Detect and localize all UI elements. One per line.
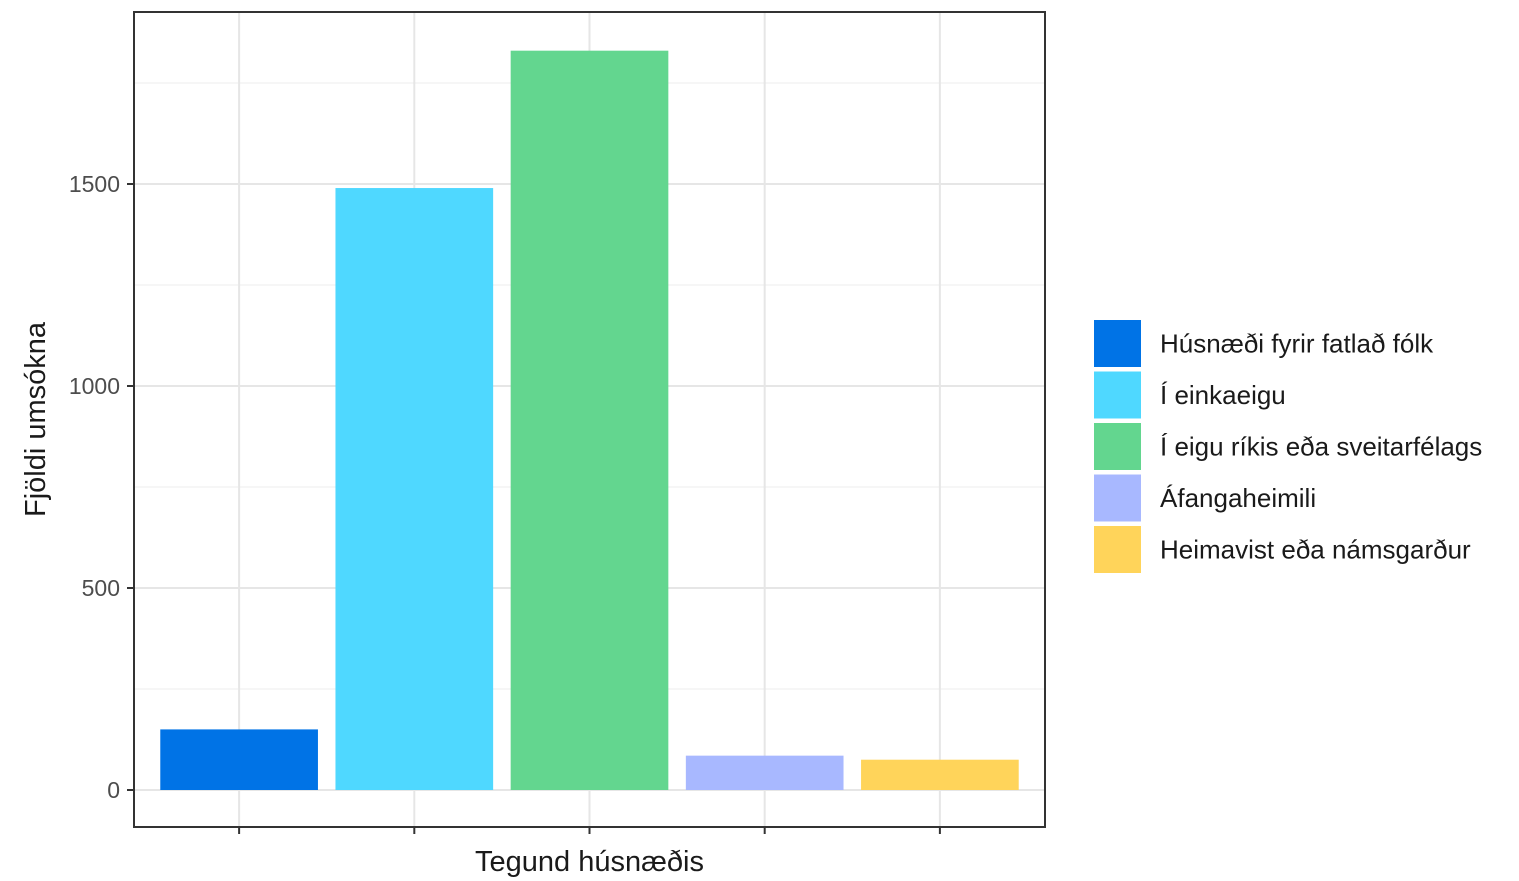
legend-key xyxy=(1094,474,1141,522)
legend-label: Áfangaheimili xyxy=(1160,483,1316,513)
y-tick-label: 1000 xyxy=(69,373,120,399)
legend-label: Í eigu ríkis eða sveitarfélags xyxy=(1160,432,1482,462)
legend-key xyxy=(1094,371,1141,419)
y-tick-label: 0 xyxy=(107,777,120,803)
bar xyxy=(685,755,844,790)
bar xyxy=(335,188,494,791)
y-tick-label: 1500 xyxy=(69,171,120,197)
y-axis-title: Fjöldi umsókna xyxy=(20,321,52,517)
bar xyxy=(861,759,1019,790)
legend-key xyxy=(1094,423,1141,470)
legend: Húsnæði fyrir fatlað fólk Í einkaeigu Í ei… xyxy=(1094,320,1482,573)
y-tick-label: 500 xyxy=(82,575,120,601)
legend-label: Heimavist eða námsgarður xyxy=(1160,535,1471,565)
axis-ticks xyxy=(127,183,941,834)
legend-key xyxy=(1094,526,1141,573)
legend-label: Húsnæði fyrir fatlað fólk xyxy=(1160,329,1434,359)
bars xyxy=(160,50,1019,791)
legend-label: Í einkaeigu xyxy=(1160,380,1286,410)
y-tick-labels: 0 500 1000 1500 xyxy=(69,171,120,803)
legend-key xyxy=(1094,320,1141,367)
x-axis-title: Tegund húsnæðis xyxy=(475,846,704,878)
bar xyxy=(160,729,318,790)
bar xyxy=(510,50,669,791)
